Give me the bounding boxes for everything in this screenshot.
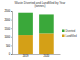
tick-mark bbox=[11, 37, 12, 38]
tick: 1000 bbox=[4, 35, 12, 39]
tick-label: 2020 bbox=[44, 54, 50, 58]
axis-line bbox=[13, 54, 61, 55]
bar bbox=[18, 13, 33, 35]
tick: 2500 bbox=[4, 9, 12, 13]
tick-mark bbox=[11, 54, 12, 55]
legend-swatch bbox=[62, 35, 65, 38]
tick: 2019 bbox=[23, 54, 29, 58]
bar bbox=[39, 14, 54, 33]
chart: Waste Diverted and Landfilled by Year(to… bbox=[0, 0, 80, 60]
tick: 1500 bbox=[4, 27, 12, 31]
tick-label: 500 bbox=[6, 44, 11, 48]
tick-mark bbox=[11, 28, 12, 29]
bars bbox=[18, 13, 53, 54]
legend-label: Diverted bbox=[66, 29, 76, 33]
legend-swatch bbox=[62, 30, 65, 33]
tick-label: 2000 bbox=[4, 18, 10, 22]
tick: 2000 bbox=[4, 18, 12, 22]
y-axis: 0 500 1000 1500 2000 2500 bbox=[4, 9, 12, 56]
bar bbox=[18, 35, 33, 54]
tick: 0 bbox=[9, 52, 12, 56]
legend-label: Landfilled bbox=[66, 34, 78, 38]
tick-label: 1500 bbox=[4, 27, 10, 31]
tick: 500 bbox=[6, 44, 12, 48]
tick: 2020 bbox=[44, 54, 50, 58]
tick-mark bbox=[11, 11, 12, 12]
tick-label: 2500 bbox=[4, 9, 10, 13]
tick-mark bbox=[11, 20, 12, 21]
tick-label: 0 bbox=[9, 52, 11, 56]
tick-label: 1000 bbox=[4, 35, 10, 39]
legend: DivertedLandfilled bbox=[62, 29, 77, 38]
subtitle: (tonnes) bbox=[34, 4, 45, 8]
axis-line bbox=[11, 12, 13, 55]
tick-label: 2019 bbox=[23, 54, 29, 58]
bar bbox=[39, 33, 54, 54]
tick-mark bbox=[11, 45, 12, 46]
x-axis: 2019 2020 bbox=[13, 54, 61, 58]
